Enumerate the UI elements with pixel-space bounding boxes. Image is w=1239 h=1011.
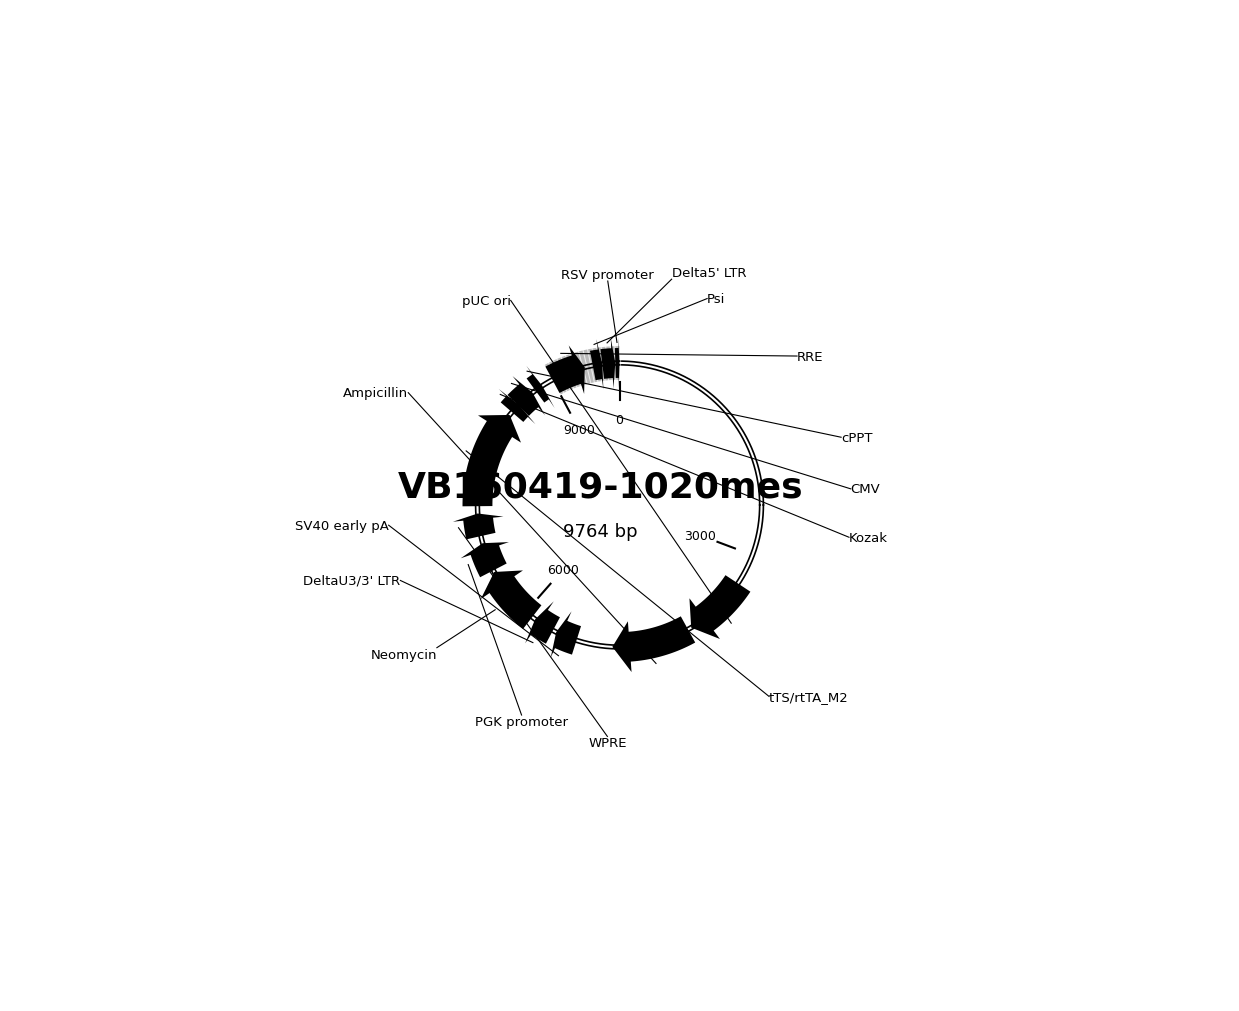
Text: 6000: 6000: [546, 563, 579, 576]
Polygon shape: [550, 612, 581, 658]
Text: cPPT: cPPT: [841, 432, 872, 444]
Polygon shape: [590, 340, 603, 390]
Text: RRE: RRE: [797, 350, 824, 363]
Text: 0: 0: [616, 413, 623, 426]
Polygon shape: [615, 339, 620, 389]
Polygon shape: [525, 602, 560, 644]
Text: Kozak: Kozak: [849, 531, 888, 544]
Polygon shape: [689, 575, 751, 639]
Text: SV40 early pA: SV40 early pA: [295, 520, 389, 532]
Text: RSV promoter: RSV promoter: [561, 269, 654, 282]
Text: PGK promoter: PGK promoter: [475, 716, 567, 728]
Polygon shape: [545, 346, 585, 394]
Text: VB160419-1020mes: VB160419-1020mes: [398, 470, 804, 503]
Text: pUC ori: pUC ori: [462, 294, 510, 307]
Polygon shape: [453, 514, 503, 540]
Polygon shape: [481, 571, 541, 629]
Text: Psi: Psi: [707, 293, 726, 305]
Polygon shape: [544, 347, 620, 395]
Text: tTS/rtTA_M2: tTS/rtTA_M2: [769, 691, 849, 704]
Text: 3000: 3000: [684, 529, 716, 542]
Text: WPRE: WPRE: [589, 737, 627, 750]
Text: 9764 bp: 9764 bp: [564, 523, 638, 541]
Polygon shape: [612, 617, 695, 672]
Text: Neomycin: Neomycin: [370, 648, 437, 661]
Text: CMV: CMV: [851, 483, 881, 495]
Polygon shape: [508, 377, 545, 417]
Polygon shape: [527, 366, 555, 408]
Polygon shape: [499, 389, 535, 425]
Text: 9000: 9000: [563, 424, 595, 437]
Polygon shape: [462, 416, 520, 507]
Text: DeltaU3/3' LTR: DeltaU3/3' LTR: [304, 574, 400, 587]
Text: Ampicillin: Ampicillin: [343, 387, 409, 399]
Polygon shape: [601, 339, 616, 389]
Polygon shape: [461, 543, 509, 577]
Text: Delta5' LTR: Delta5' LTR: [672, 267, 746, 280]
